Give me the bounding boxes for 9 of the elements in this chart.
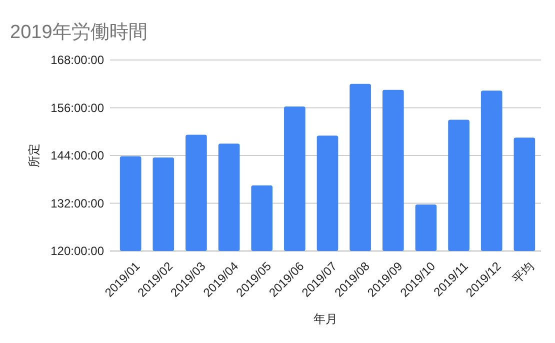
- y-tick-label: 132:00:00: [50, 196, 104, 210]
- chart-title: 2019年労働時間: [10, 22, 148, 43]
- x-axis-title: 年月: [314, 312, 338, 326]
- y-axis-title: 所定: [27, 144, 41, 168]
- y-tick-label: 156:00:00: [50, 100, 104, 115]
- x-tick-label: 平均: [510, 259, 536, 286]
- y-tick-label: 144:00:00: [50, 148, 104, 163]
- y-tick-label: 168:00:00: [50, 53, 104, 68]
- y-tick-label: 120:00:00: [50, 244, 104, 258]
